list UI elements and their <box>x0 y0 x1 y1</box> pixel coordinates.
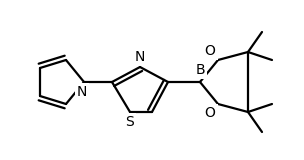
Text: O: O <box>205 44 216 58</box>
Text: O: O <box>205 106 216 120</box>
Text: B: B <box>195 63 205 77</box>
Text: S: S <box>126 115 134 129</box>
Text: N: N <box>135 50 145 64</box>
Text: N: N <box>77 85 87 99</box>
